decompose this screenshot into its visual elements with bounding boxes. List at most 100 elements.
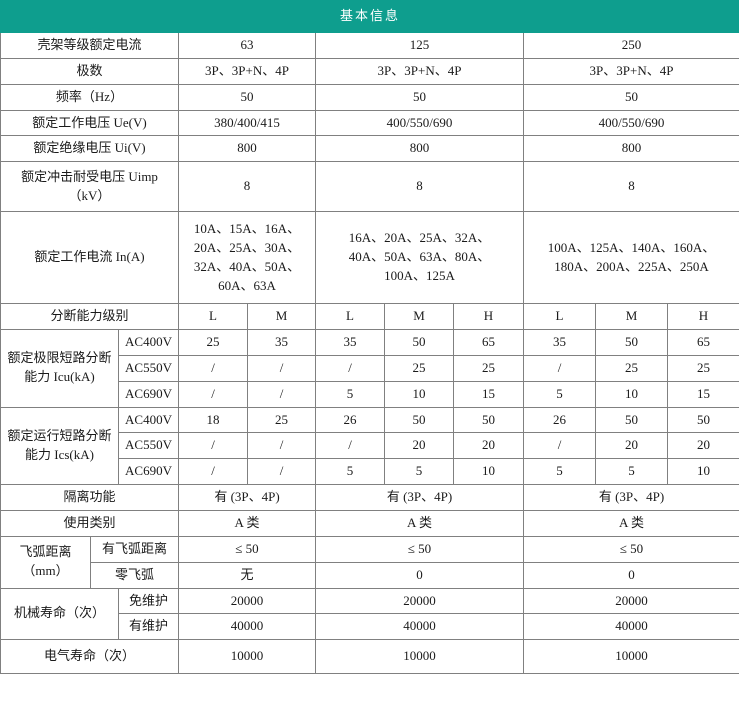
row-label-utilization: 使用类别: [0, 509, 179, 537]
cell-icu-0-5: 35: [523, 329, 596, 356]
row-breaking-class: 分断能力级别 L M L M H L M H: [0, 303, 739, 331]
cell-mech-0-1: 20000: [315, 587, 524, 615]
cell-ics-0-1: 25: [247, 406, 316, 434]
cell-icu-2-3: 10: [384, 380, 454, 408]
cell-mech-0-0: 20000: [178, 587, 316, 615]
cell-arc-1-2: 0: [523, 561, 739, 589]
row-label-isolation: 隔离功能: [0, 484, 179, 511]
row-label-mech-life: 机械寿命（次）: [0, 587, 119, 641]
cell-uimp-2: 8: [315, 161, 524, 213]
cell-utilization-2: A 类: [315, 509, 524, 537]
cell-arc-0-2: ≤ 50: [523, 535, 739, 563]
cell-ue-1: 380/400/415: [178, 109, 316, 137]
cell-ui-3: 800: [523, 135, 739, 163]
sublabel-ics-2: AC690V: [118, 458, 179, 486]
cell-icu-0-1: 35: [247, 329, 316, 356]
row-uimp: 额定冲击耐受电压 Uimp（kV） 8 8 8: [0, 161, 739, 213]
row-ue: 额定工作电压 Ue(V) 380/400/415 400/550/690 400…: [0, 109, 739, 137]
cell-icu-0-2: 35: [315, 329, 385, 356]
sublabel-arc-0: 有飞弧距离: [90, 535, 179, 563]
cell-breaking-class-2: L: [315, 303, 385, 331]
cell-in-1: 10A、15A、16A、20A、25A、30A、32A、40A、50A、60A、…: [178, 211, 316, 305]
row-icu-ac400v: 额定极限短路分断能力 Icu(kA) AC400V 25 35 35 50 65…: [0, 329, 739, 408]
row-label-frequency: 频率（Hz）: [0, 83, 179, 111]
row-label-elec-life: 电气寿命（次）: [0, 639, 179, 675]
row-label-frame-rating: 壳架等级额定电流: [0, 32, 179, 59]
cell-icu-0-6: 50: [595, 329, 668, 356]
cell-ics-2-6: 5: [595, 458, 668, 486]
row-icu-ac550v: AC550V / / / 25 25 / 25 25: [1, 354, 739, 382]
cell-icu-1-4: 25: [453, 354, 524, 382]
cell-ics-2-5: 5: [523, 458, 596, 486]
cell-arc-1-0: 无: [178, 561, 316, 589]
cell-ue-2: 400/550/690: [315, 109, 524, 137]
row-label-ics: 额定运行短路分断能力 Ics(kA): [0, 406, 119, 486]
row-label-icu: 额定极限短路分断能力 Icu(kA): [0, 329, 119, 408]
row-ics-ac400v: 额定运行短路分断能力 Ics(kA) AC400V 18 25 26 50 50…: [0, 406, 739, 486]
cell-ics-1-3: 20: [384, 432, 454, 460]
cell-icu-1-5: /: [523, 354, 596, 382]
cell-icu-2-2: 5: [315, 380, 385, 408]
cell-icu-0-7: 65: [667, 329, 739, 356]
sublabel-ics-0: AC400V: [118, 406, 179, 434]
cell-ics-1-1: /: [247, 432, 316, 460]
cell-icu-2-0: /: [178, 380, 248, 408]
cell-frame-rating-125: 125: [315, 32, 524, 59]
cell-breaking-class-6: M: [595, 303, 668, 331]
cell-uimp-1: 8: [178, 161, 316, 213]
row-label-in: 额定工作电流 In(A): [0, 211, 179, 305]
row-label-ui: 额定绝缘电压 Ui(V): [0, 135, 179, 163]
basic-information-table: 基本信息 壳架等级额定电流 63 125 25 0 极数 3P、3P+N、4P 3…: [0, 0, 739, 675]
row-arc-distance-zero: 零飞弧 无 0 0: [1, 561, 739, 589]
cell-mech-0-2: 20000: [523, 587, 739, 615]
cell-icu-2-5: 5: [523, 380, 596, 408]
cell-poles-2: 3P、3P+N、4P: [315, 57, 524, 85]
cell-icu-1-6: 25: [595, 354, 668, 382]
row-label-poles: 极数: [0, 57, 179, 85]
cell-ics-0-6: 50: [595, 406, 668, 434]
cell-arc-0-0: ≤ 50: [178, 535, 316, 563]
row-utilization: 使用类别 A 类 A 类 A 类: [0, 509, 739, 537]
cell-icu-0-4: 65: [453, 329, 524, 356]
cell-elec-life-1: 10000: [178, 639, 316, 675]
cell-frequency-1: 50: [178, 83, 316, 111]
cell-ics-2-0: /: [178, 458, 248, 486]
cell-ics-0-3: 50: [384, 406, 454, 434]
cell-poles-3: 3P、3P+N、4P: [523, 57, 739, 85]
cell-icu-2-4: 15: [453, 380, 524, 408]
cell-ics-2-7: 10: [667, 458, 739, 486]
row-arc-distance-with: 飞弧距离（mm） 有飞弧距离 ≤ 50 ≤ 50 ≤ 50: [0, 535, 739, 589]
cell-uimp-3: 8: [523, 161, 739, 213]
row-in: 额定工作电流 In(A) 10A、15A、16A、20A、25A、30A、32A…: [0, 211, 739, 305]
row-frequency: 频率（Hz） 50 50 50: [0, 83, 739, 111]
sublabel-icu-1: AC550V: [118, 354, 179, 382]
cell-isolation-3: 有 (3P、4P): [523, 484, 739, 511]
cell-isolation-1: 有 (3P、4P): [178, 484, 316, 511]
cell-ics-1-6: 20: [595, 432, 668, 460]
cell-ics-0-7: 50: [667, 406, 739, 434]
cell-ics-2-3: 5: [384, 458, 454, 486]
cell-ue-3: 400/550/690: [523, 109, 739, 137]
cell-frequency-3: 50: [523, 83, 739, 111]
cell-arc-1-1: 0: [315, 561, 524, 589]
cell-mech-1-1: 40000: [315, 613, 524, 641]
cell-frequency-2: 50: [315, 83, 524, 111]
row-ui: 额定绝缘电压 Ui(V) 800 800 800: [0, 135, 739, 163]
sublabel-mech-1: 有维护: [118, 613, 179, 641]
row-elec-life: 电气寿命（次） 10000 10000 10000: [0, 639, 739, 675]
cell-frame-rating-63: 63: [178, 32, 316, 59]
row-mech-life-maintenance-free: 机械寿命（次） 免维护 20000 20000 20000: [0, 587, 739, 641]
sublabel-mech-0: 免维护: [118, 587, 179, 615]
cell-in-3: 100A、125A、140A、160A、180A、200A、225A、250A: [523, 211, 739, 305]
row-isolation: 隔离功能 有 (3P、4P) 有 (3P、4P) 有 (3P、4P): [0, 484, 739, 511]
cell-breaking-class-5: L: [523, 303, 596, 331]
cell-ui-2: 800: [315, 135, 524, 163]
cell-ics-1-2: /: [315, 432, 385, 460]
cell-poles-1: 3P、3P+N、4P: [178, 57, 316, 85]
page-title: 基本信息: [0, 0, 739, 33]
cell-ics-1-4: 20: [453, 432, 524, 460]
cell-in-2: 16A、20A、25A、32A、40A、50A、63A、80A、100A、125…: [315, 211, 524, 305]
table-title-row: 基本信息: [0, 0, 739, 33]
cell-icu-1-2: /: [315, 354, 385, 382]
cell-icu-2-6: 10: [595, 380, 668, 408]
